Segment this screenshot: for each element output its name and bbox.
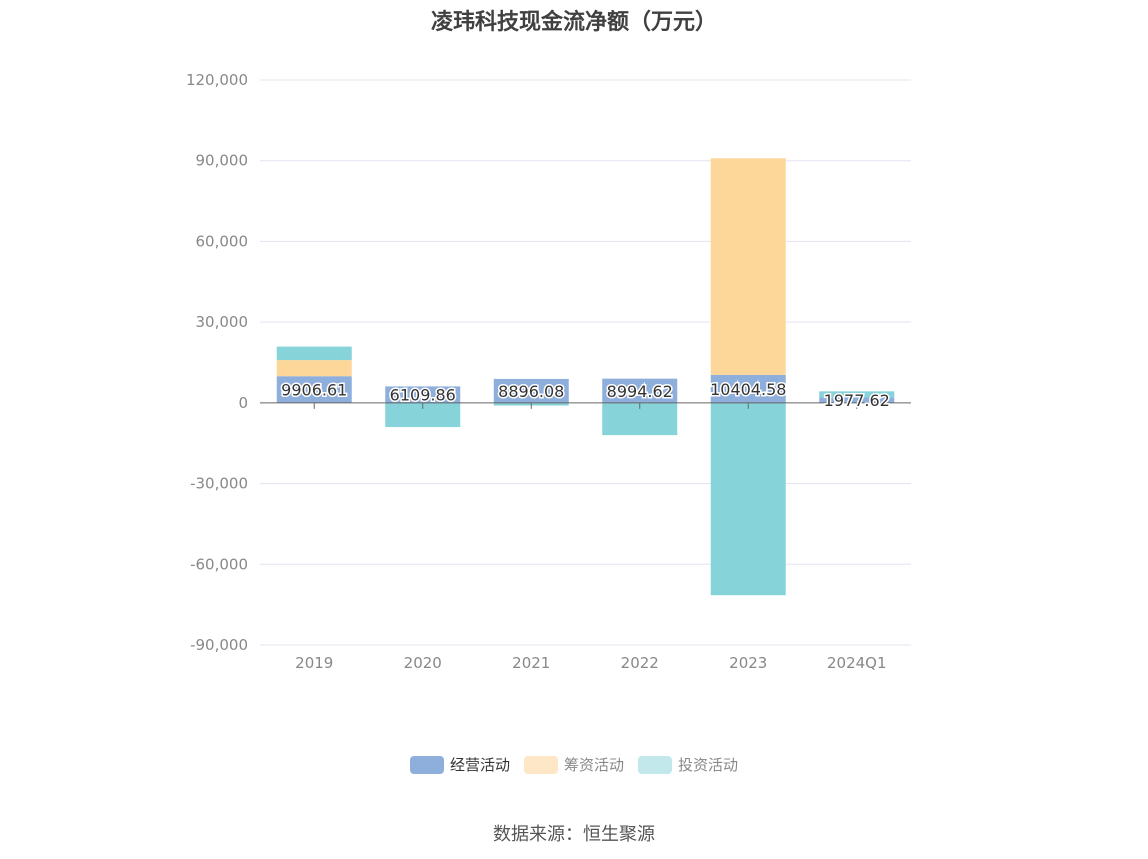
y-tick-label: 0 <box>238 394 248 412</box>
bar-investing-2024Q1 <box>819 391 895 398</box>
bar-investing-2019 <box>276 346 352 361</box>
legend-swatch-financing <box>523 755 558 774</box>
legend-item-operating[interactable]: 经营活动 <box>409 754 510 775</box>
bar-operating-2020 <box>385 386 461 403</box>
data-label: 6109.86 <box>390 386 456 405</box>
x-tick-label: 2023 <box>729 654 767 672</box>
data-label: 8994.62 <box>607 382 673 401</box>
legend-item-financing[interactable]: 筹资活动 <box>523 754 624 775</box>
legend-label-investing: 投资活动 <box>678 756 739 774</box>
bar-operating-2019 <box>276 376 352 403</box>
bar-financing-2023 <box>710 158 786 375</box>
data-label: 10404.58 <box>710 380 786 399</box>
chart-title: 凌玮科技现金流净额（万元） <box>430 10 717 35</box>
y-tick-label: 90,000 <box>196 152 249 170</box>
bar-operating-2022 <box>602 378 678 403</box>
legend-label-operating: 经营活动 <box>449 756 510 774</box>
data-label: 1977.62 <box>824 391 890 410</box>
bar-operating-2021 <box>493 378 569 403</box>
y-tick-label: -90,000 <box>190 636 248 654</box>
bar-operating-2023 <box>710 374 786 403</box>
legend-label-financing: 筹资活动 <box>563 756 624 774</box>
y-tick-label: 60,000 <box>196 232 249 250</box>
y-tick-label: -60,000 <box>190 555 248 573</box>
y-tick-label: 120,000 <box>186 71 248 89</box>
legend-swatch-investing <box>638 755 672 774</box>
x-tick-label: 2022 <box>621 654 659 672</box>
legend-item-investing[interactable]: 投资活动 <box>638 754 738 775</box>
data-label: 9906.61 <box>281 381 347 400</box>
x-tick-label: 2024Q1 <box>827 654 887 672</box>
x-tick-label: 2019 <box>295 654 333 672</box>
bar-operating-2024Q1 <box>819 397 895 403</box>
y-tick-label: -30,000 <box>190 475 248 493</box>
data-source: 数据来源：恒生聚源 <box>493 824 655 845</box>
data-label: 8896.08 <box>498 382 564 401</box>
x-tick-label: 2020 <box>404 654 442 672</box>
bar-investing-2023 <box>710 402 786 596</box>
bar-financing-2019 <box>276 360 352 377</box>
x-tick-label: 2021 <box>512 654 550 672</box>
legend-swatch-operating <box>409 755 444 774</box>
y-tick-label: 30,000 <box>196 313 249 331</box>
legend: 经营活动 筹资活动 投资活动 <box>0 754 1148 775</box>
